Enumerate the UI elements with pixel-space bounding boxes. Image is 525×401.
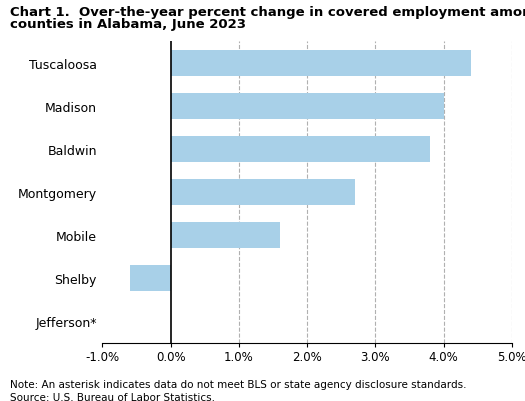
- Text: Chart 1.  Over-the-year percent change in covered employment among the largest: Chart 1. Over-the-year percent change in…: [10, 6, 525, 19]
- Bar: [171, 51, 471, 77]
- Bar: [130, 265, 171, 291]
- Bar: [171, 223, 280, 248]
- Text: Note: An asterisk indicates data do not meet BLS or state agency disclosure stan: Note: An asterisk indicates data do not …: [10, 379, 467, 389]
- Bar: [171, 94, 444, 119]
- Text: Source: U.S. Bureau of Labor Statistics.: Source: U.S. Bureau of Labor Statistics.: [10, 392, 215, 401]
- Text: counties in Alabama, June 2023: counties in Alabama, June 2023: [10, 18, 247, 31]
- Bar: [171, 137, 430, 162]
- Bar: [171, 180, 355, 205]
